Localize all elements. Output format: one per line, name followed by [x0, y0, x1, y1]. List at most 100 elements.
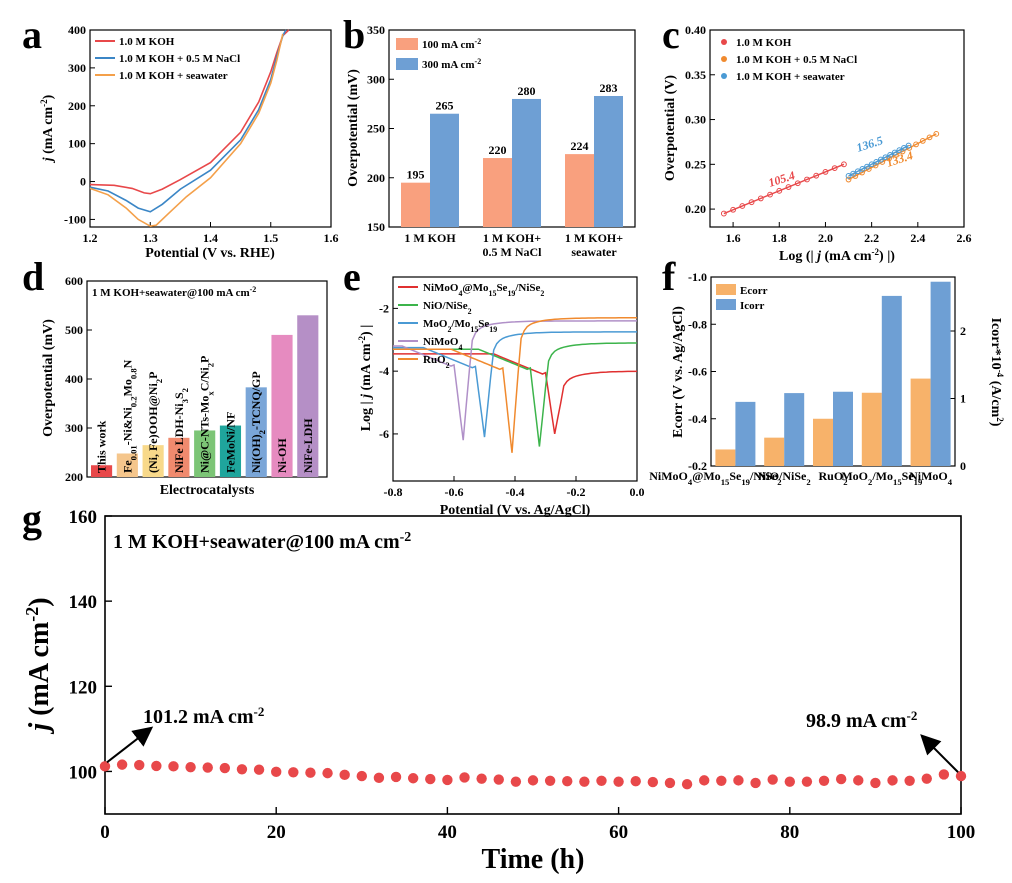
panel-a-xtick-label: 1.2 — [83, 231, 98, 245]
panel-g-point — [750, 777, 761, 789]
panel-d-bar — [219, 425, 242, 477]
panel-c-xtick-label: 1.6 — [726, 231, 741, 245]
panel-g-point — [955, 770, 967, 782]
panel-e-chart: -0.8 -0.6 -0.4 -0.2 0.0 -6 -4 -2 NiMoO4@Mo15Se1… — [357, 276, 645, 518]
panel-c-point — [767, 191, 773, 198]
panel-a-ylabel: j (mA cm-2) — [39, 94, 56, 163]
panel-g-point — [904, 775, 915, 786]
panel-e-ylabel: Log | j (mA cm-2) | — [357, 325, 374, 432]
panel-g-point — [151, 760, 162, 772]
panel-g-point — [168, 761, 179, 772]
panel-b-ylabel: Overpotential (mV) — [346, 69, 361, 187]
panel-g-point — [288, 767, 299, 778]
panel-e-ytick-label: -6 — [379, 427, 389, 441]
panel-g-point — [322, 767, 333, 779]
panel-f-category-label: NiMoO4 — [909, 469, 953, 487]
panel-g-arrow — [106, 726, 154, 764]
panel-f-category-label: RuO2 — [819, 469, 848, 487]
panel-f-ytick-label-left: -1.0 — [688, 270, 707, 284]
panel-g-title: 1 M KOH+seawater@100 mA cm-2 — [113, 530, 411, 554]
panel-f-category-label: NiO/NiSe2 — [758, 469, 811, 487]
panel-c-ylabel: Overpotential (V) — [663, 75, 678, 181]
panel-c-ytick-label: 0.25 — [685, 157, 706, 171]
panel-g-xtick-label: 100 — [947, 822, 976, 843]
panel-c-slope-label: 105.4 — [767, 168, 797, 190]
panel-g-ytick-label: 160 — [69, 507, 98, 528]
panel-c-point — [854, 168, 861, 175]
panel-f-chart: -0.2 -0.4 -0.6 -0.8 -1.0 0 1 2 NiMoO4@Mo15Se19/N… — [649, 270, 1005, 487]
panel-e-legend-label: MoO2/Mo15Se19 — [423, 318, 497, 334]
panel-b-ytick-label: 150 — [367, 220, 385, 234]
panel-a-series-line — [89, 29, 290, 195]
panel-e-xtick-label: 0.0 — [630, 485, 645, 499]
panel-b-bar — [401, 182, 430, 227]
panel-d-xlabel: Electrocatalysts — [160, 483, 255, 498]
panel-d-bar — [168, 437, 190, 477]
panel-label-a: a — [22, 12, 42, 57]
panel-b-value-label: 280 — [518, 84, 536, 98]
panel-c-point — [882, 154, 889, 161]
panel-c-ytick-label: 0.40 — [685, 23, 706, 37]
panel-g-chart: 1 M KOH+seawater@100 mA cm-2 0 20 40 60 80 10… — [22, 507, 975, 875]
panel-label-d: d — [22, 254, 44, 299]
panel-b-ytick-label: 350 — [367, 23, 385, 37]
panel-d-bar-label: Ni(OH)2-TCNQ/GP — [249, 371, 267, 473]
panel-g-point — [253, 764, 265, 775]
panel-c-point — [864, 163, 870, 170]
panel-b-legend-swatch — [396, 58, 418, 70]
panel-d-bar — [142, 445, 164, 477]
panel-g-point — [305, 767, 316, 778]
panel-c-point — [906, 145, 913, 151]
panel-c-point — [804, 176, 810, 183]
panel-f-icorr-bar — [881, 295, 902, 466]
panel-g-point — [596, 775, 607, 786]
panel-c-point — [901, 144, 907, 151]
panel-a-ytick-label: 400 — [68, 23, 86, 37]
panel-g-point — [818, 775, 830, 786]
panel-b-bar — [565, 154, 594, 227]
panel-c-xtick-label: 2.4 — [910, 231, 925, 245]
panel-g-point — [767, 774, 778, 785]
panel-b-ytick-label: 250 — [367, 122, 385, 136]
panel-f-ylabel-right: Icorr*10-4 (A/cm2) — [988, 318, 1005, 427]
panel-d-bar-label: This work — [95, 420, 109, 473]
panel-b-category-label: 0.5 M NaCl — [483, 245, 543, 259]
panel-c-xtick-label: 2.2 — [864, 231, 879, 245]
panel-f-icorr-bar — [833, 391, 853, 466]
panel-d-ytick-label: 200 — [65, 470, 83, 484]
panel-c-point — [913, 141, 919, 148]
panel-e-series-line — [393, 353, 638, 435]
panel-g-point — [407, 773, 419, 784]
panel-e-series-line — [393, 320, 637, 441]
panel-a-xtick-label: 1.6 — [324, 231, 339, 245]
panel-g-point — [442, 774, 453, 786]
panel-g-ylabel: j (mA cm-2) — [22, 597, 55, 734]
panel-a-series-line — [89, 29, 287, 213]
panel-c-point — [872, 162, 879, 169]
panel-e-xtick-label: -0.4 — [506, 485, 525, 499]
panel-g-point — [835, 773, 847, 785]
panel-g-ytick-label: 120 — [69, 677, 98, 698]
panel-g-xtick-label: 40 — [438, 822, 457, 843]
panel-g-point — [579, 776, 590, 787]
panel-b-bar — [483, 158, 512, 227]
panel-c-ytick-label: 0.30 — [685, 113, 706, 127]
panel-b-ytick-label: 200 — [367, 171, 385, 185]
panel-b-value-label: 283 — [600, 81, 618, 95]
panel-c-point — [794, 180, 801, 187]
panel-g-point — [459, 772, 470, 783]
panel-g-xlabel: Time (h) — [482, 844, 585, 875]
panel-c-point — [813, 172, 820, 179]
panel-b-bar — [594, 95, 623, 228]
panel-c-xtick-label: 2.0 — [818, 231, 833, 245]
panel-g-point — [339, 769, 350, 781]
panel-c-point — [887, 151, 894, 158]
panel-b-category-label: seawater — [571, 245, 617, 259]
panel-b-value-label: 195 — [407, 168, 425, 182]
panel-b-value-label: 220 — [489, 143, 507, 157]
panel-f-ytick-label-left: -0.4 — [688, 412, 707, 426]
panel-g-point — [356, 770, 367, 782]
panel-e-legend-label: RuO2 — [423, 354, 450, 370]
panel-g-point — [801, 776, 813, 787]
panel-a-xtick-label: 1.5 — [263, 231, 278, 245]
